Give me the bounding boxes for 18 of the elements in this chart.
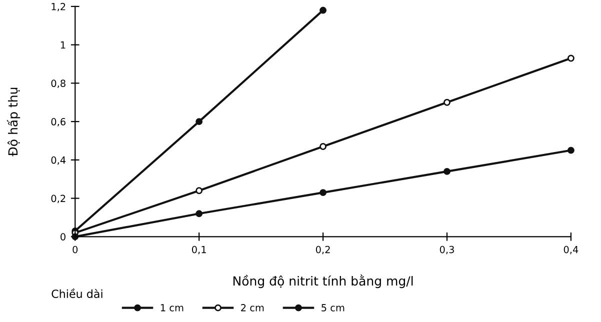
y-tick-label: 0: [60, 233, 66, 240]
y-tick-label: 0,4: [51, 156, 66, 165]
y-tick-label: 1,2: [52, 2, 66, 12]
y-axis-title: Độ hấp thụ: [6, 88, 20, 156]
x-tick-label: 0,1: [192, 246, 206, 254]
y-tick-label: 1: [60, 41, 66, 49]
legend-label: 1 cm: [160, 304, 184, 312]
legend-title: Chiều dài: [52, 288, 102, 298]
x-tick-label: 0,3: [440, 246, 454, 254]
x-tick-label: 0,2: [316, 246, 330, 254]
y-tick-label: 0,8: [51, 80, 66, 88]
legend-label: 5 cm: [322, 304, 344, 312]
y-tick-label: 0,2: [51, 194, 66, 204]
y-tick-label: 0,6: [51, 118, 66, 126]
legend-label: 2 cm: [241, 304, 264, 312]
x-axis-title: Nồng độ nitrit tính bằng mg/l: [233, 274, 413, 288]
x-tick-label: 0,4: [564, 246, 578, 254]
x-tick-label: 0: [72, 246, 78, 254]
